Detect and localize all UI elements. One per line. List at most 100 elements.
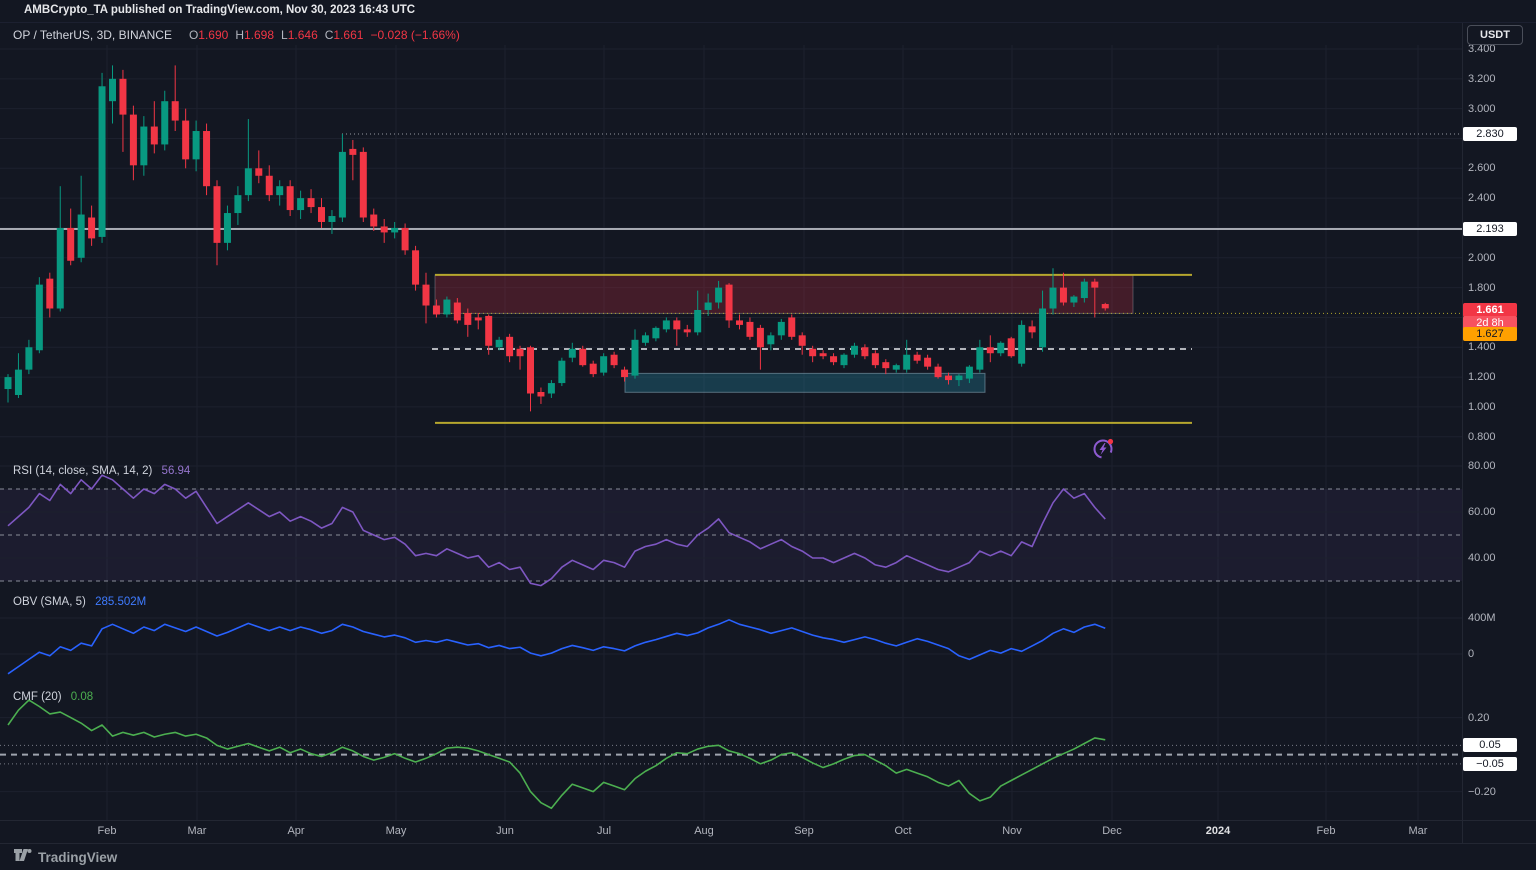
time-tick-nov: Nov [1002, 825, 1022, 837]
obv-pane-legend[interactable]: OBV (SMA, 5) 285.502M [13, 596, 146, 608]
countdown-badge: 2d 8h [1463, 316, 1517, 330]
candle-body [401, 227, 409, 251]
candle-body [736, 320, 743, 325]
ohlc-value: 1.646 [287, 28, 318, 42]
time-tick-jun: Jun [496, 825, 514, 837]
candle-body [412, 250, 420, 285]
candle-body [4, 377, 12, 390]
change-value: −0.028 (−1.66%) [370, 28, 460, 42]
rsi-tick: 60.00 [1468, 506, 1496, 518]
time-tick-sep: Sep [794, 825, 814, 837]
candle-body [830, 356, 838, 363]
candle-body [673, 320, 681, 330]
symbol-legend[interactable]: OP / TetherUS, 3D, BINANCE O1.690 H1.698 L1… [13, 28, 460, 42]
candle-body [955, 375, 963, 381]
time-tick-feb: Feb [97, 825, 117, 837]
candle-body [976, 347, 984, 370]
candle-body [1080, 281, 1088, 299]
candle-body [443, 299, 451, 315]
candle-body [892, 365, 900, 370]
obv-tick: 400M [1468, 612, 1496, 624]
candle-body [286, 186, 294, 211]
candle-body [307, 198, 315, 208]
currency-toggle-button[interactable]: USDT [1467, 25, 1523, 45]
price-tick: 3.000 [1468, 102, 1496, 115]
obv-tick: 0 [1468, 648, 1475, 660]
candle-body [276, 186, 284, 196]
candle-body [1007, 338, 1015, 357]
candle-body [641, 335, 649, 343]
time-tick-mar: Mar [187, 825, 207, 837]
candle-body [453, 302, 461, 321]
obv-value: 285.502M [95, 596, 147, 608]
candle-body [474, 317, 482, 321]
candle-body [704, 302, 712, 310]
cmf-tick: 0.20 [1468, 711, 1490, 724]
candle-body [1101, 304, 1109, 309]
candle-body [924, 357, 932, 367]
candle-body [683, 329, 691, 333]
candle-body [213, 186, 221, 243]
candle-body [109, 78, 116, 102]
candle-body [297, 198, 305, 211]
candle-body [25, 347, 33, 370]
candle-body [840, 354, 848, 366]
candle-body [913, 354, 921, 361]
candle-body [1049, 287, 1057, 309]
candle-body [725, 284, 733, 321]
candle-body [589, 363, 597, 375]
candle-body [129, 114, 137, 166]
tradingview-logo-text: TradingView [38, 850, 118, 865]
time-tick-jul: Jul [596, 825, 612, 837]
ohlc-letter: O [188, 28, 199, 42]
candle-body [631, 339, 639, 376]
rsi-pane-legend[interactable]: RSI (14, close, SMA, 14, 2) 56.94 [13, 465, 190, 477]
ohlc-value: 1.661 [333, 28, 364, 42]
price-tick: 2.000 [1468, 251, 1496, 264]
price-tick: 1.800 [1468, 281, 1496, 294]
time-tick-oct: Oct [894, 825, 912, 837]
candle-body [161, 101, 169, 145]
candle-body [558, 360, 566, 384]
candle-body [516, 348, 524, 357]
candle-body [600, 356, 608, 373]
candle-body [182, 120, 190, 160]
cmf-level-badge: −0.05 [1463, 756, 1517, 771]
candle-body [495, 339, 503, 348]
candle-body [192, 131, 200, 160]
rsi-value: 56.94 [161, 465, 191, 477]
price-tick: 1.200 [1468, 371, 1496, 384]
candle-body [223, 213, 231, 243]
ohlc-value: 1.698 [244, 28, 275, 42]
time-axis-separator [0, 820, 1536, 821]
candle-body [349, 148, 357, 155]
candle-body [746, 321, 754, 337]
cmf-tick: −0.20 [1468, 785, 1496, 798]
candle-body [234, 195, 242, 214]
candle-body [777, 321, 785, 336]
time-tick-may: May [385, 825, 407, 837]
candle-body [359, 151, 367, 218]
candle-body [871, 353, 879, 366]
candle-body [67, 227, 75, 261]
candle-body [171, 101, 179, 121]
price-tick: 1.400 [1468, 341, 1496, 354]
candle-body [652, 327, 660, 339]
time-tick-2024: 2024 [1205, 825, 1231, 837]
ohlc-value: 1.690 [198, 28, 229, 42]
candle-body [14, 369, 22, 395]
time-tick-apr: Apr [287, 825, 305, 837]
flash-event-icon[interactable] [1091, 436, 1117, 462]
cmf-pane-legend[interactable]: CMF (20) 0.08 [13, 691, 93, 703]
tradingview-logo[interactable]: TradingView [14, 848, 117, 867]
candle-body [328, 216, 336, 222]
rsi-tick: 80.00 [1468, 460, 1496, 472]
candle-body [140, 126, 148, 166]
cmf-value: 0.08 [70, 691, 94, 703]
candle-body [432, 305, 440, 315]
last-price-badge: 1.661 [1463, 303, 1517, 317]
time-tick-feb: Feb [1316, 825, 1336, 837]
candle-body [997, 342, 1005, 354]
